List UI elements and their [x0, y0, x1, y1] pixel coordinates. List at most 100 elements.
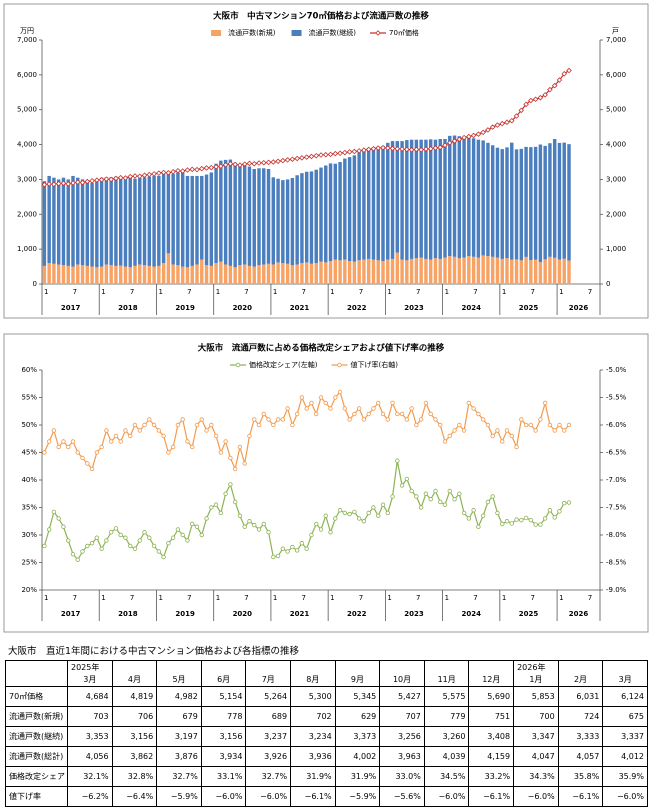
marker — [428, 411, 433, 417]
marker — [337, 389, 343, 395]
marker — [227, 160, 234, 167]
x-tick-label: 1 — [44, 594, 48, 602]
y-tick-label: 60% — [21, 366, 37, 374]
marker — [533, 428, 538, 433]
table-row: 流通戸数(継続) 3,353 3,156 3,197 3,156 3,237 3,234 3,… — [5, 726, 648, 747]
marker — [452, 497, 457, 502]
marker — [323, 513, 328, 518]
bar — [395, 141, 400, 253]
marker — [51, 509, 57, 515]
month-header: 4月 — [111, 673, 158, 687]
bar — [290, 178, 295, 266]
bar — [510, 259, 514, 284]
marker — [166, 541, 171, 546]
bar — [529, 259, 533, 284]
marker — [557, 422, 562, 428]
bar — [333, 163, 338, 260]
marker — [271, 554, 276, 560]
marker — [294, 548, 300, 553]
bar — [271, 177, 276, 265]
marker — [385, 145, 391, 151]
marker — [452, 428, 457, 433]
marker — [79, 179, 86, 186]
x-tick-label: 7 — [187, 288, 191, 296]
cell: 34.3% — [513, 766, 559, 787]
marker — [328, 406, 333, 411]
bar — [214, 263, 218, 284]
marker — [108, 530, 114, 535]
marker — [471, 406, 476, 411]
marker — [280, 546, 286, 551]
header-row: 2025年 2026年 — [5, 660, 648, 687]
row-label: 値下げ率 — [5, 786, 68, 807]
marker — [208, 164, 215, 171]
marker — [332, 150, 339, 157]
month-header: 3月 — [67, 673, 113, 687]
bar — [362, 149, 366, 260]
marker — [199, 532, 204, 538]
bar — [514, 259, 519, 284]
marker — [470, 132, 477, 139]
y2-tick-label: -7.5% — [606, 504, 627, 512]
marker — [151, 543, 157, 549]
marker — [538, 522, 543, 527]
marker — [485, 422, 491, 428]
marker — [423, 400, 429, 406]
marker — [351, 148, 358, 155]
marker — [166, 450, 171, 455]
marker — [256, 527, 262, 532]
marker — [65, 181, 71, 187]
marker — [427, 145, 434, 152]
year-label: 2019 — [175, 304, 195, 312]
marker — [356, 406, 362, 411]
marker — [299, 155, 305, 161]
cell: 4,012 — [602, 746, 648, 767]
marker — [327, 151, 334, 158]
marker — [70, 552, 76, 557]
marker — [42, 450, 47, 455]
bar — [300, 263, 304, 284]
cell: 4,056 — [67, 746, 113, 767]
marker — [428, 497, 433, 502]
marker — [457, 491, 462, 496]
marker — [232, 466, 238, 472]
marker — [323, 400, 328, 406]
marker — [284, 157, 291, 163]
month-header: 2月 — [557, 673, 604, 687]
marker — [562, 500, 567, 506]
bar — [90, 182, 94, 267]
marker — [156, 549, 162, 554]
marker — [75, 450, 80, 455]
legend-swatch — [291, 30, 302, 36]
cell: −6.0% — [513, 786, 559, 807]
marker — [180, 532, 185, 538]
marker — [447, 488, 452, 494]
marker — [514, 517, 519, 522]
bar — [552, 257, 557, 284]
marker — [127, 173, 133, 180]
marker — [180, 417, 185, 422]
x-tick-label: 1 — [158, 594, 162, 602]
marker — [61, 524, 66, 529]
table-title: 大阪市 直近1年間における中古マンション価格および各指標の推移 — [8, 646, 300, 657]
marker — [60, 180, 67, 187]
bar — [166, 253, 171, 284]
marker — [347, 511, 352, 517]
year-header — [602, 660, 648, 673]
marker — [537, 94, 544, 101]
bar — [71, 175, 75, 267]
x-tick-label: 7 — [530, 594, 534, 602]
cell: 3,862 — [111, 746, 158, 767]
bar — [95, 181, 99, 268]
marker — [395, 411, 400, 417]
bar — [524, 146, 528, 257]
cell: 3,333 — [557, 726, 604, 747]
y2-tick-label: 7,000 — [606, 36, 626, 44]
bar — [285, 179, 290, 264]
bar — [405, 140, 409, 261]
bar — [85, 265, 90, 284]
year-label: 2020 — [233, 610, 253, 618]
marker — [461, 510, 467, 516]
header-row: 3月 4月 5月 6月 7月 8月 9月 10月 11月 12月 1月 2月 3月 — [6, 673, 648, 687]
year-header — [468, 660, 515, 673]
